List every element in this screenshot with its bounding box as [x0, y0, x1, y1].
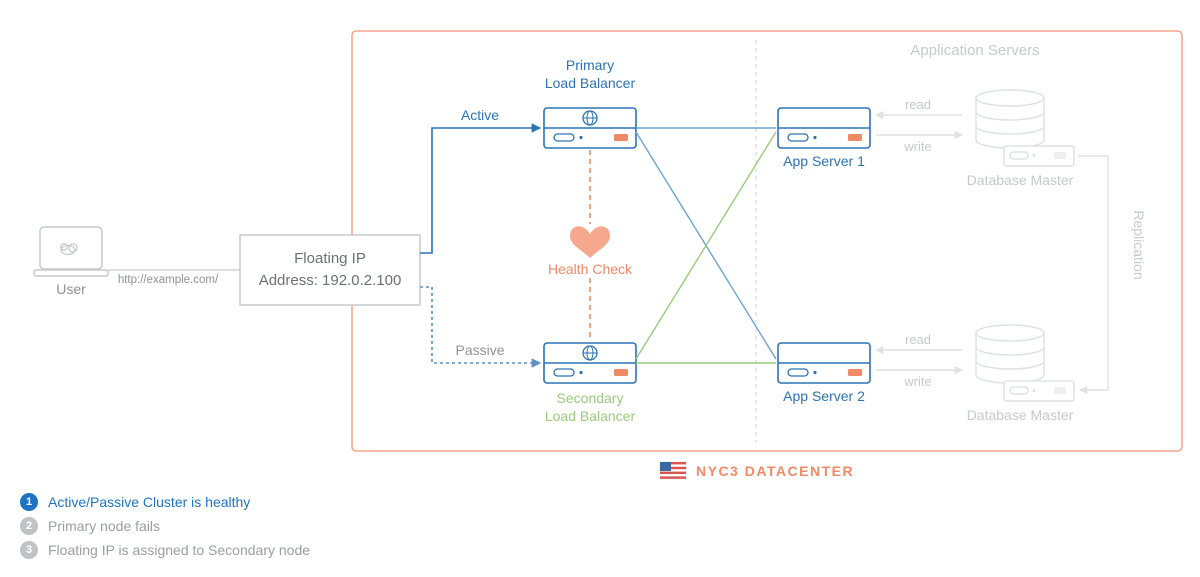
db2-label: Database Master	[967, 407, 1074, 423]
active-label: Active	[461, 107, 499, 123]
read-label-1: read	[905, 97, 931, 112]
legend-text: Active/Passive Cluster is healthy	[48, 494, 250, 510]
svg-text:Floating IP: Floating IP	[294, 250, 366, 267]
cloud-icon	[61, 244, 77, 255]
database-master-2	[976, 325, 1074, 401]
primary-lb-title-2: Load Balancer	[545, 75, 636, 91]
legend-item-2: 2 Primary node fails	[20, 517, 310, 535]
legend-item-1: 1 Active/Passive Cluster is healthy	[20, 493, 310, 511]
db1-label: Database Master	[967, 172, 1074, 188]
primary-lb-title-1: Primary	[566, 57, 614, 73]
svg-text:App Server 2: App Server 2	[783, 388, 865, 404]
edge-replication	[1078, 156, 1108, 390]
edge-app2-db2	[876, 350, 962, 370]
write-label-1: write	[903, 139, 931, 154]
svg-text:App Server 1: App Server 1	[783, 153, 865, 169]
replication-label: Replication	[1131, 210, 1147, 279]
legend-bullet: 2	[20, 517, 38, 535]
write-label-2: write	[903, 374, 931, 389]
app-server-1: App Server 1	[778, 108, 870, 169]
floating-ip-node: Floating IP Address: 192.0.2.100	[240, 235, 420, 305]
primary-lb-node	[544, 108, 636, 148]
legend-bullet: 1	[20, 493, 38, 511]
heart-icon	[570, 226, 610, 258]
datacenter-label: NYC3 DATACENTER	[696, 463, 854, 479]
secondary-lb-title-2: Load Balancer	[545, 408, 636, 424]
secondary-lb-node	[544, 343, 636, 383]
user-label: User	[56, 281, 86, 297]
legend-text: Primary node fails	[48, 518, 160, 534]
us-flag-icon	[660, 462, 686, 479]
read-label-2: read	[905, 332, 931, 347]
user-url-label: http://example.com/	[118, 274, 219, 286]
legend-item-3: 3 Floating IP is assigned to Secondary n…	[20, 541, 310, 559]
svg-text:Address: 192.0.2.100: Address: 192.0.2.100	[259, 272, 402, 289]
legend: 1 Active/Passive Cluster is healthy 2 Pr…	[20, 487, 310, 565]
app-server-2: App Server 2	[778, 343, 870, 404]
user-node: User	[34, 227, 108, 297]
secondary-lb-title-1: Secondary	[557, 390, 624, 406]
legend-bullet: 3	[20, 541, 38, 559]
app-section-label: Application Servers	[910, 42, 1039, 59]
legend-text: Floating IP is assigned to Secondary nod…	[48, 542, 310, 558]
passive-label: Passive	[455, 342, 504, 358]
edge-app1-db1	[876, 115, 962, 135]
database-master-1	[976, 90, 1074, 166]
healthcheck-label: Health Check	[548, 261, 633, 277]
edge-fip-primary	[420, 128, 540, 253]
